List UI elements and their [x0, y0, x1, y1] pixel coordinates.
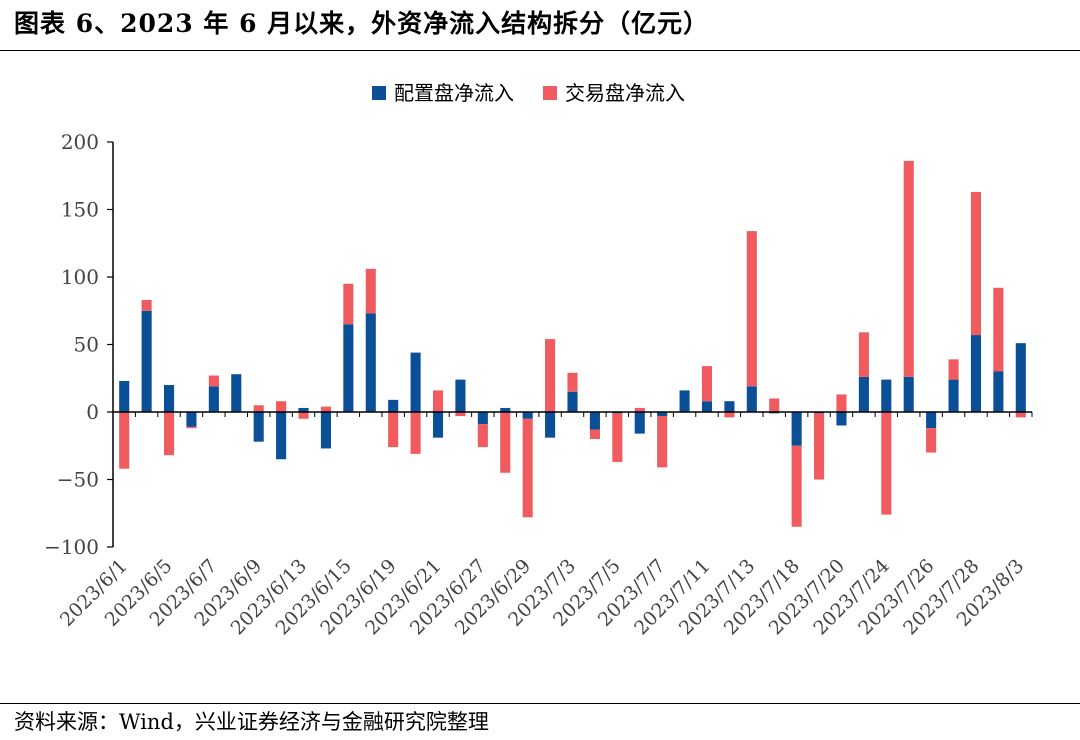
- bar-alloc-4: [186, 412, 197, 427]
- bar-alloc-29: [746, 386, 757, 412]
- bar-alloc-5: [208, 386, 219, 412]
- top-rule: [0, 50, 1080, 51]
- bar-alloc-3: [163, 385, 175, 412]
- bar-alloc-24: [634, 412, 645, 434]
- bar-alloc-14: [410, 352, 421, 412]
- bar-trade-33: [836, 394, 847, 412]
- bar-alloc-20: [545, 412, 556, 438]
- bar-alloc-28: [724, 401, 735, 412]
- bar-trade-17: [477, 424, 488, 448]
- bar-alloc-7: [253, 412, 264, 442]
- y-tick-label: 200: [61, 130, 99, 154]
- bar-trade-36: [903, 160, 914, 377]
- bar-trade-11: [343, 283, 354, 325]
- bar-trade-18: [500, 412, 511, 473]
- bars: [119, 160, 1026, 527]
- bar-trade-2: [141, 299, 152, 311]
- legend-swatch-2: [543, 86, 557, 100]
- bar-trade-24: [634, 407, 645, 412]
- bar-alloc-35: [881, 379, 892, 412]
- source-note: 资料来源：Wind，兴业证券经济与金融研究院整理: [14, 710, 489, 734]
- bar-alloc-18: [500, 407, 511, 412]
- bar-trade-25: [657, 416, 668, 468]
- bar-trade-21: [567, 372, 578, 392]
- bar-trade-22: [589, 429, 600, 439]
- legend-label-2: 交易盘净流入: [565, 81, 685, 105]
- bar-alloc-21: [567, 391, 578, 412]
- bar-alloc-34: [858, 376, 869, 412]
- bar-trade-27: [701, 366, 713, 402]
- bar-trade-13: [388, 412, 399, 448]
- bar-trade-16: [455, 412, 466, 417]
- bar-trade-32: [814, 413, 825, 480]
- bar-alloc-9: [298, 407, 309, 412]
- y-tick-label: 0: [86, 400, 99, 424]
- bar-alloc-13: [388, 399, 399, 412]
- bar-alloc-40: [993, 371, 1004, 412]
- bar-alloc-12: [365, 313, 376, 412]
- stacked-bar-chart: 配置盘净流入 交易盘净流入 200150100500−50−1002023/6/1…: [44, 81, 1033, 639]
- bar-trade-19: [522, 418, 533, 518]
- legend-label-1: 配置盘净流入: [394, 81, 514, 105]
- bar-trade-20: [545, 339, 556, 412]
- bar-alloc-8: [276, 412, 287, 460]
- bar-trade-4: [186, 426, 197, 429]
- bar-trade-38: [948, 359, 959, 380]
- bar-alloc-33: [836, 412, 847, 426]
- bar-trade-39: [970, 191, 982, 336]
- bar-alloc-31: [791, 412, 802, 446]
- bar-trade-30: [769, 398, 780, 412]
- bar-alloc-17: [477, 412, 488, 425]
- y-tick-label: 100: [61, 265, 99, 289]
- bottom-rule: [0, 703, 1080, 704]
- bar-alloc-27: [701, 401, 713, 412]
- bar-alloc-37: [926, 412, 937, 429]
- bar-trade-41: [1015, 412, 1026, 418]
- bar-alloc-36: [903, 376, 914, 412]
- bar-alloc-25: [657, 412, 668, 417]
- bar-trade-3: [163, 412, 175, 456]
- bar-trade-15: [432, 390, 444, 412]
- bar-trade-37: [926, 428, 937, 453]
- bar-trade-14: [410, 412, 421, 454]
- legend-swatch-1: [372, 86, 386, 100]
- bar-trade-31: [791, 445, 802, 527]
- bar-trade-10: [320, 406, 331, 412]
- y-tick-label: 150: [61, 198, 99, 222]
- bar-alloc-15: [432, 412, 444, 438]
- bar-alloc-11: [343, 324, 354, 412]
- bar-trade-34: [858, 332, 869, 377]
- bar-alloc-16: [455, 379, 466, 412]
- legend: 配置盘净流入 交易盘净流入: [372, 81, 685, 105]
- y-tick-label: −50: [57, 468, 99, 492]
- bar-trade-1: [119, 412, 130, 469]
- bar-alloc-22: [589, 412, 600, 430]
- bar-alloc-1: [119, 380, 130, 412]
- bar-trade-23: [612, 413, 623, 462]
- bar-trade-12: [365, 268, 376, 314]
- bar-trade-7: [253, 405, 264, 412]
- bar-alloc-2: [141, 310, 152, 412]
- bar-alloc-41: [1015, 343, 1026, 412]
- y-tick-label: −100: [44, 535, 99, 559]
- bar-trade-28: [724, 412, 735, 418]
- y-tick-label: 50: [74, 333, 99, 357]
- bar-trade-5: [208, 375, 219, 387]
- bar-alloc-26: [679, 390, 690, 412]
- bar-trade-8: [276, 401, 287, 412]
- bar-alloc-10: [320, 412, 331, 449]
- chart-title: 图表 6、2023 年 6 月以来，外资净流入结构拆分（亿元）: [14, 9, 710, 38]
- bar-alloc-6: [231, 374, 242, 412]
- bar-alloc-19: [522, 412, 533, 419]
- bar-trade-35: [881, 412, 892, 515]
- bar-trade-29: [746, 231, 757, 387]
- bar-alloc-39: [970, 335, 982, 412]
- bar-alloc-38: [948, 379, 959, 412]
- bar-trade-40: [993, 287, 1004, 372]
- bar-trade-9: [298, 412, 309, 419]
